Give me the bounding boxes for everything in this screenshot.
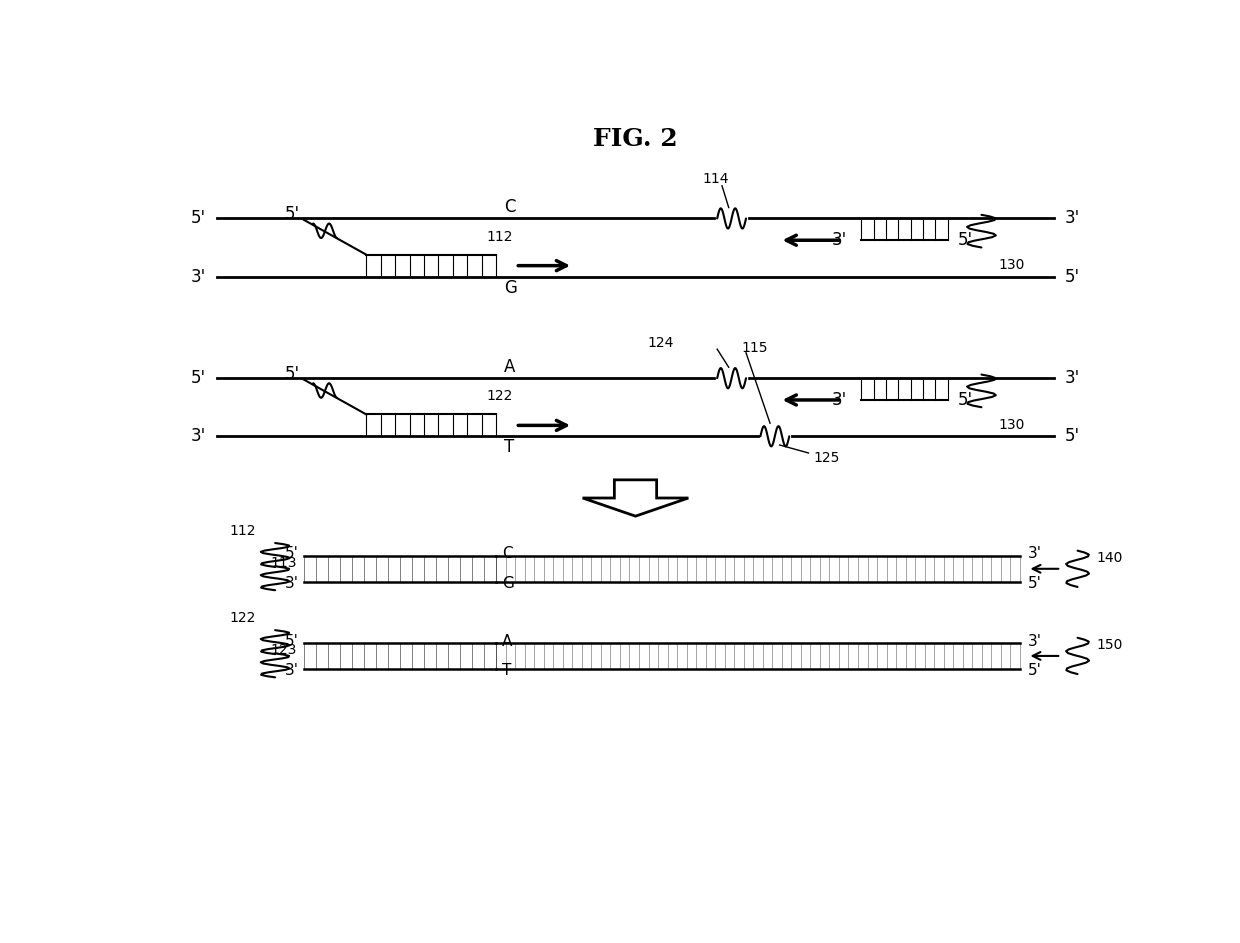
Text: 5': 5' <box>285 365 300 383</box>
Text: T: T <box>502 663 511 678</box>
Text: 5': 5' <box>1028 663 1042 678</box>
Text: 5': 5' <box>191 209 206 227</box>
Text: 130: 130 <box>998 258 1025 273</box>
Text: 5': 5' <box>957 391 972 409</box>
Text: C: C <box>503 198 516 216</box>
Text: 3': 3' <box>1028 546 1042 561</box>
Text: 3': 3' <box>191 427 206 445</box>
Text: 3': 3' <box>1065 370 1080 388</box>
Text: 112: 112 <box>229 523 255 538</box>
Text: 124: 124 <box>647 337 675 351</box>
Text: C: C <box>502 546 512 561</box>
Text: 123: 123 <box>270 643 296 657</box>
Text: 113: 113 <box>270 556 296 571</box>
Text: 5': 5' <box>1028 576 1042 591</box>
Text: 5': 5' <box>191 370 206 388</box>
Text: 3': 3' <box>832 231 847 249</box>
Text: 5': 5' <box>285 546 299 561</box>
Text: 114: 114 <box>703 172 729 186</box>
Text: 150: 150 <box>1097 638 1123 652</box>
Polygon shape <box>583 480 688 516</box>
Text: 3': 3' <box>191 268 206 286</box>
Text: 5': 5' <box>1065 268 1080 286</box>
Text: 3': 3' <box>285 663 299 678</box>
Text: 140: 140 <box>1097 551 1123 565</box>
Text: 3': 3' <box>285 576 299 591</box>
Text: 122: 122 <box>486 389 513 404</box>
Text: 3': 3' <box>1065 209 1080 227</box>
Text: FIG. 2: FIG. 2 <box>593 126 678 151</box>
Text: 3': 3' <box>1028 634 1042 649</box>
Text: 112: 112 <box>486 229 513 243</box>
Text: A: A <box>502 634 512 649</box>
Text: G: G <box>503 279 517 297</box>
Text: 5': 5' <box>285 634 299 649</box>
Text: 122: 122 <box>229 611 255 625</box>
Text: 115: 115 <box>742 340 768 355</box>
Text: 3': 3' <box>832 391 847 409</box>
Text: G: G <box>502 576 513 591</box>
Text: 125: 125 <box>813 451 839 465</box>
Text: 5': 5' <box>1065 427 1080 445</box>
Text: 130: 130 <box>998 418 1025 432</box>
Text: A: A <box>503 358 515 376</box>
Text: T: T <box>503 438 515 456</box>
Text: 5': 5' <box>285 205 300 223</box>
Text: 5': 5' <box>957 231 972 249</box>
